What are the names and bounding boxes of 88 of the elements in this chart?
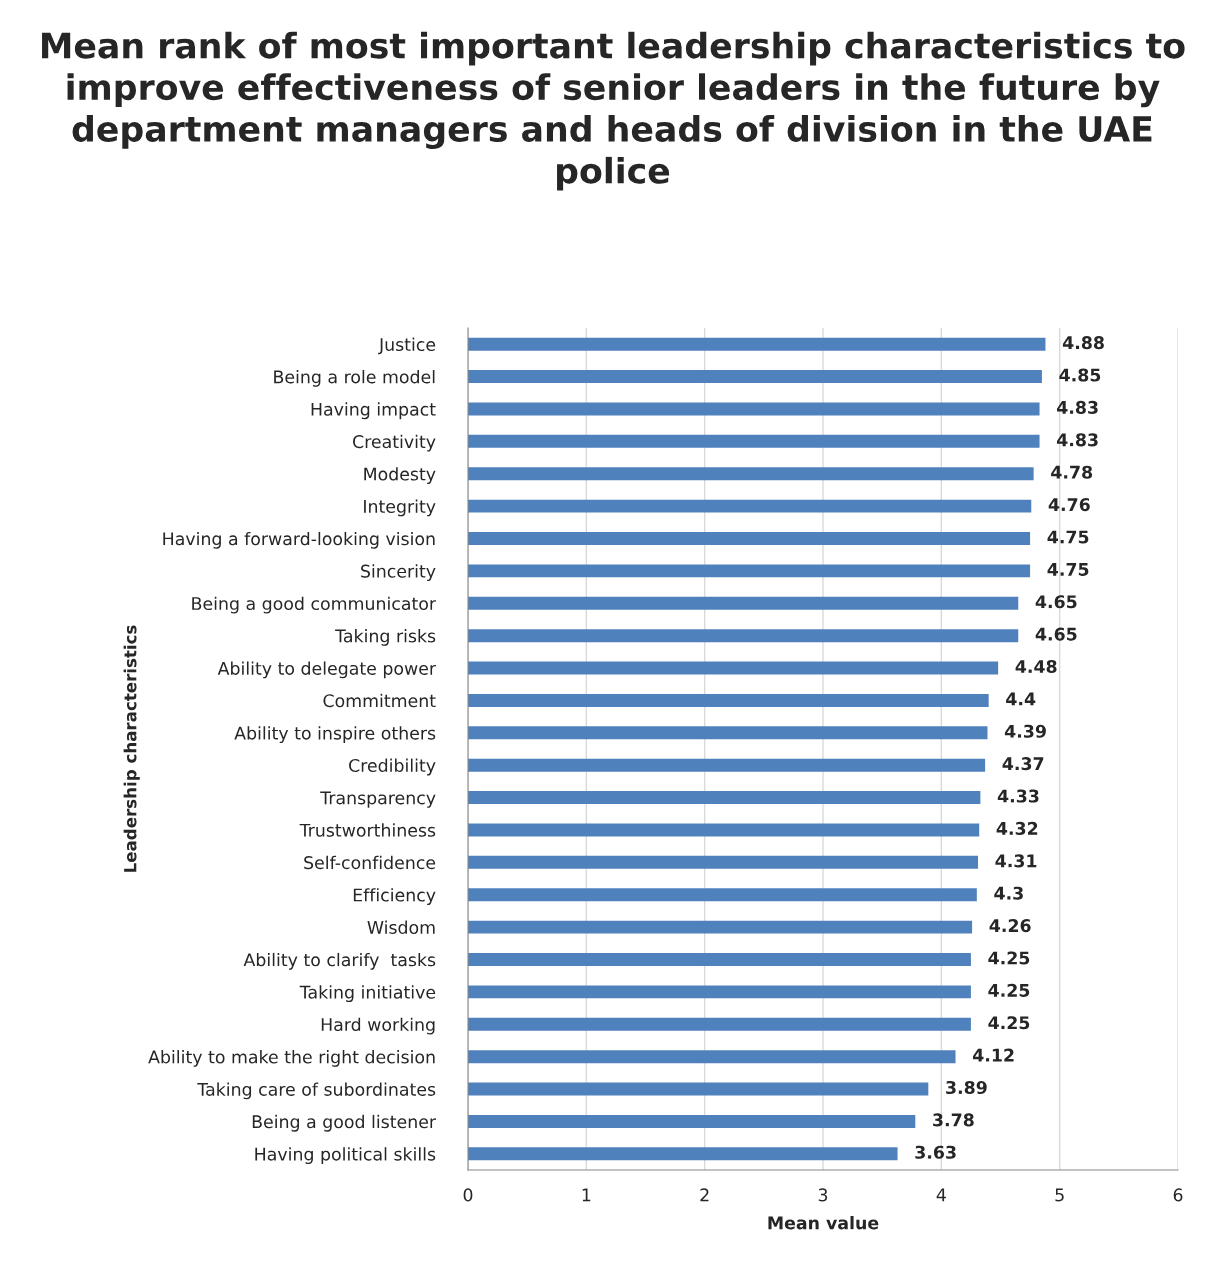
bar <box>468 1050 956 1064</box>
y-tick-label: Taking care of subordinates <box>197 1082 436 1100</box>
x-tick-label: 4 <box>936 1188 946 1202</box>
y-tick-label: Ability to clarify tasks <box>243 952 436 970</box>
x-tick-label: 0 <box>463 1188 473 1202</box>
data-label: 4.65 <box>1035 627 1077 641</box>
bar <box>468 467 1034 481</box>
y-tick-label: Integrity <box>364 499 436 517</box>
bar <box>468 499 1032 513</box>
bar <box>468 985 971 999</box>
data-label: 3.63 <box>915 1145 956 1159</box>
y-tick-label: Taking initiative <box>299 985 436 1003</box>
bar <box>468 693 989 707</box>
data-label: 4.26 <box>989 919 1031 933</box>
data-label: 3.89 <box>946 1080 987 1095</box>
data-label: 4.83 <box>1057 400 1098 414</box>
bar <box>468 1017 971 1031</box>
bar <box>468 823 980 837</box>
y-tick-label: Sincerity <box>361 564 436 582</box>
data-label: 4.25 <box>988 1016 1030 1030</box>
y-tick-label: Modesty <box>364 467 436 484</box>
data-label: 4.31 <box>995 854 1037 868</box>
y-tick-label: Transparency <box>320 791 436 808</box>
x-tick-label: 3 <box>818 1188 828 1202</box>
x-axis-title: Mean value <box>768 1215 879 1230</box>
bar <box>468 920 973 934</box>
y-tick-label: Wisdom <box>367 920 435 934</box>
y-tick-label: Being a good listener <box>252 1114 437 1132</box>
y-axis-title: Leadership characteristics <box>123 625 140 872</box>
bar <box>468 532 1031 545</box>
y-tick-label: Taking risks <box>335 629 436 646</box>
bar <box>468 1147 898 1161</box>
data-label: 4.75 <box>1047 563 1089 576</box>
bar <box>468 791 981 805</box>
bar <box>468 855 979 869</box>
y-tick-label: Being a role model <box>274 369 435 387</box>
y-tick-label: Hard working <box>321 1017 435 1035</box>
bar <box>468 953 971 966</box>
x-tick-label: 5 <box>1055 1188 1064 1202</box>
bar <box>468 564 1031 578</box>
data-label: 4.75 <box>1047 530 1089 544</box>
y-tick-label: Justice <box>378 337 436 355</box>
data-label: 4.37 <box>1002 757 1044 771</box>
data-label: 4.32 <box>996 821 1038 835</box>
x-tick-label: 6 <box>1173 1188 1183 1202</box>
y-tick-label: Creativity <box>353 434 436 452</box>
data-label: 4.83 <box>1057 433 1098 447</box>
bar <box>468 661 999 675</box>
bar <box>468 758 986 772</box>
y-tick-label: Commitment <box>323 693 436 708</box>
data-label: 4.25 <box>988 983 1030 997</box>
chart-title: Mean rank of most important leadership characteristics to improve effectiveness of senior leaders in the future by department managers and heads of division in the UAE police <box>42 31 1185 191</box>
bar <box>468 337 1046 351</box>
y-tick-label: Having political skills <box>255 1147 436 1165</box>
bar <box>468 629 1019 643</box>
data-label: 4.85 <box>1059 368 1101 382</box>
data-label: 4.33 <box>997 789 1039 803</box>
data-label: 4.39 <box>1004 724 1046 738</box>
data-label: 4.3 <box>994 886 1023 900</box>
bar <box>468 1114 916 1128</box>
y-tick-label: Ability to make the right decision <box>148 1050 435 1067</box>
y-tick-label: Trustworthiness <box>299 823 436 837</box>
y-tick-label: Having impact <box>311 402 436 420</box>
y-tick-label: Having a forward-looking vision <box>163 531 435 549</box>
data-label: 4.88 <box>1062 336 1104 350</box>
data-label: 4.48 <box>1015 659 1057 674</box>
y-tick-label: Efficiency <box>353 888 436 905</box>
data-label: 4.78 <box>1051 465 1093 479</box>
bar <box>468 1082 929 1096</box>
bar <box>468 402 1040 416</box>
bar <box>468 370 1042 384</box>
y-tick-label: Ability to inspire others <box>234 726 436 744</box>
x-tick-label: 2 <box>700 1188 709 1202</box>
bar <box>468 726 988 740</box>
bar <box>468 888 977 902</box>
bar <box>468 596 1019 610</box>
y-tick-label: Ability to delegate power <box>217 661 437 679</box>
data-label: 4.12 <box>972 1048 1014 1062</box>
y-tick-label: Self-confidence <box>304 855 436 870</box>
x-tick-label: 1 <box>582 1188 591 1202</box>
data-label: 4.65 <box>1035 595 1077 609</box>
data-label: 4.76 <box>1048 498 1090 512</box>
bar <box>468 434 1040 448</box>
y-tick-label: Credibility <box>349 758 436 776</box>
data-label: 4.4 <box>1006 692 1036 706</box>
data-label: 4.25 <box>988 951 1030 965</box>
y-tick-label: Being a good communicator <box>192 596 437 614</box>
data-label: 3.78 <box>933 1113 974 1127</box>
